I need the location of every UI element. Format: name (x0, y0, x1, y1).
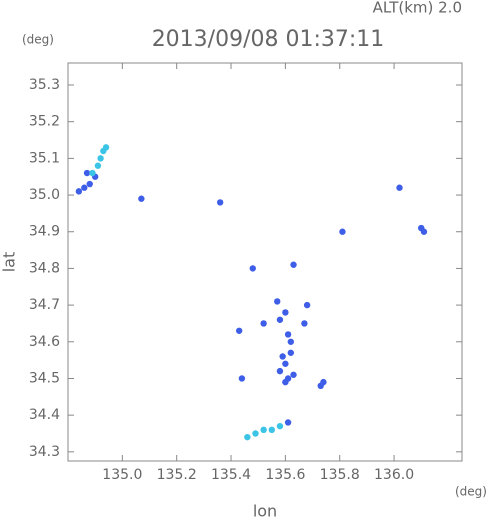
radar-echo (276, 422, 284, 430)
radar-echo (287, 338, 295, 345)
radar-echo (284, 419, 292, 426)
radar-echo (279, 353, 286, 360)
radar-echo (276, 367, 284, 375)
y-tick-label: 34.6 (29, 334, 60, 350)
radar-echo (290, 261, 297, 268)
radar-echo (301, 320, 308, 327)
radar-echo (244, 433, 251, 441)
radar-echo (238, 375, 246, 382)
radar-echo (276, 316, 284, 323)
radar-echo (282, 360, 289, 367)
y-tick-label: 34.3 (29, 444, 60, 460)
radar-echo (94, 162, 102, 169)
y-tick-label: 34.5 (29, 370, 60, 386)
y-tick-label: 34.9 (29, 224, 60, 240)
x-tick-label: 135.4 (211, 467, 251, 483)
y-tick-label: 34.4 (29, 407, 60, 423)
radar-echo (249, 265, 256, 272)
x-unit: (deg) (455, 485, 487, 499)
radar-echo (290, 371, 297, 378)
chart-title: 2013/09/08 01:37:11 (152, 27, 385, 52)
x-tick-label: 135.2 (157, 467, 197, 483)
y-tick-label: 35.2 (29, 114, 60, 130)
y-tick-label: 34.8 (29, 260, 60, 276)
altitude-label: ALT(km) 2.0 (373, 0, 462, 17)
y-tick-label: 35.1 (29, 150, 60, 166)
plot-frame (67, 62, 463, 462)
radar-echo (282, 309, 289, 316)
radar-echo (396, 184, 403, 191)
radar-echo (86, 180, 93, 188)
radar-echo (274, 298, 281, 305)
y-tick-label: 35.3 (29, 77, 60, 93)
y-tick-label: 34.7 (29, 297, 60, 313)
radar-echo (235, 327, 243, 334)
y-unit: (deg) (22, 33, 54, 47)
radar-echo (138, 195, 145, 202)
radar-echo (260, 426, 267, 434)
radar-echo (97, 155, 104, 162)
radar-echo (260, 320, 267, 327)
radar-echo (252, 430, 259, 437)
y-tick-label: 35.0 (29, 187, 60, 203)
x-axis-label: lon (253, 502, 277, 521)
radar-echo (268, 426, 275, 434)
x-tick-label: 135.0 (102, 467, 142, 483)
x-tick-label: 136.0 (374, 467, 414, 483)
x-tick-label: 135.8 (320, 467, 360, 483)
radar-echo (81, 184, 88, 191)
radar-echo (287, 349, 295, 356)
radar-echo (102, 144, 110, 151)
radar-echo (339, 228, 346, 235)
x-tick-label: 135.6 (265, 467, 305, 483)
radar-echo (420, 228, 428, 235)
radar-echo (75, 188, 83, 195)
y-axis-label: lat (0, 252, 19, 273)
radar-echo (282, 378, 289, 386)
radar-echo (303, 301, 311, 309)
radar-echo (284, 331, 292, 338)
radar-echo (320, 378, 327, 386)
radar-echo (216, 199, 224, 206)
radar-echo (83, 169, 91, 177)
radar-echo (89, 169, 96, 177)
